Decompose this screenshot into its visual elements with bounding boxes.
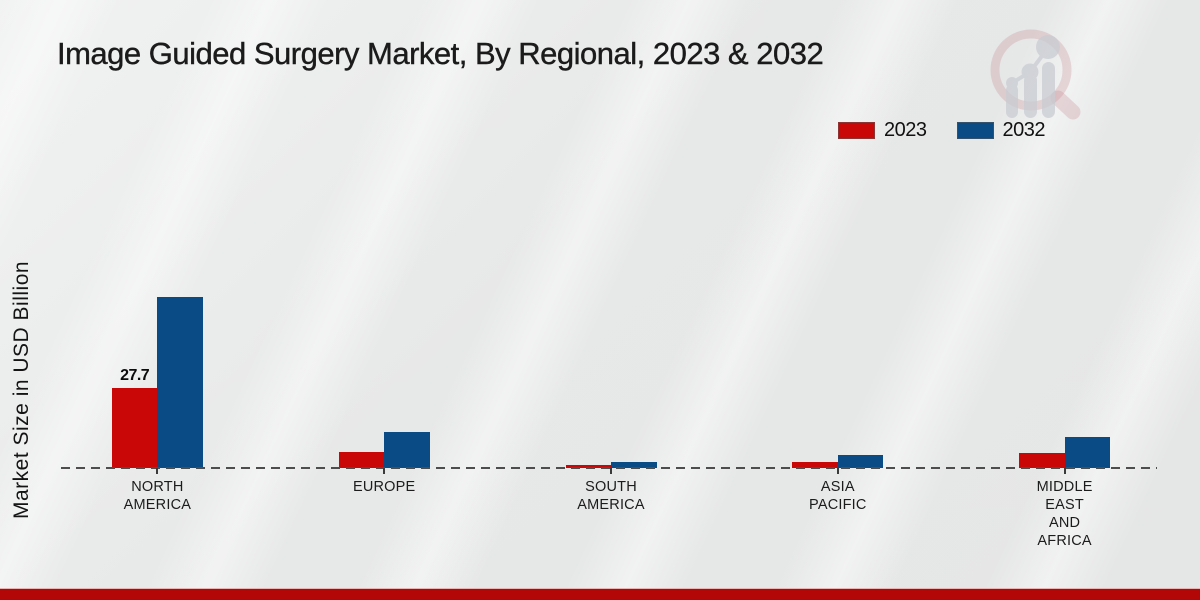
x-axis-tick [383, 468, 386, 474]
legend-label-2023: 2023 [884, 119, 927, 141]
bar-value-label: 27.7 [120, 367, 150, 384]
x-axis-category-label: EUROPE [352, 479, 416, 495]
bar-2023-asia-pacific [792, 462, 838, 468]
legend-item-2023: 2023 [838, 119, 927, 142]
bar-2032-asia-pacific [837, 455, 884, 468]
bar-2032-south-america [611, 462, 657, 468]
legend-swatch-2032 [956, 122, 994, 139]
chart-title: Image Guided Surgery Market, By Regional… [57, 36, 824, 71]
bar-2023-north-america [111, 388, 158, 468]
magnifier-bar-chart-logo-icon [990, 29, 1081, 120]
bar-2032-north-america [157, 297, 203, 468]
bar-2023-middle-east-and-africa [1019, 453, 1065, 468]
x-axis-tick [610, 468, 612, 474]
x-axis-tick [156, 468, 159, 474]
legend-swatch-2023 [838, 122, 875, 139]
legend-label-2032: 2032 [1002, 119, 1046, 141]
x-axis-baseline [61, 467, 1157, 469]
legend: 2023 2032 [838, 119, 1045, 142]
legend-item-2032: 2032 [956, 119, 1046, 142]
x-axis-category-label: MIDDLE EAST AND AFRICA [1036, 479, 1093, 549]
x-axis-category-label: SOUTH AMERICA [577, 479, 645, 513]
bar-2023-south-america [565, 465, 611, 468]
footer-accent-bar [0, 588, 1200, 600]
bar-2032-europe [384, 432, 430, 468]
x-axis-tick [836, 468, 839, 474]
x-axis-tick [1063, 468, 1066, 474]
x-axis-category-label: ASIA PACIFIC [809, 479, 867, 513]
bar-2023-europe [338, 452, 385, 468]
bar-2032-middle-east-and-africa [1064, 437, 1111, 468]
x-axis-category-label: NORTH AMERICA [123, 479, 192, 513]
